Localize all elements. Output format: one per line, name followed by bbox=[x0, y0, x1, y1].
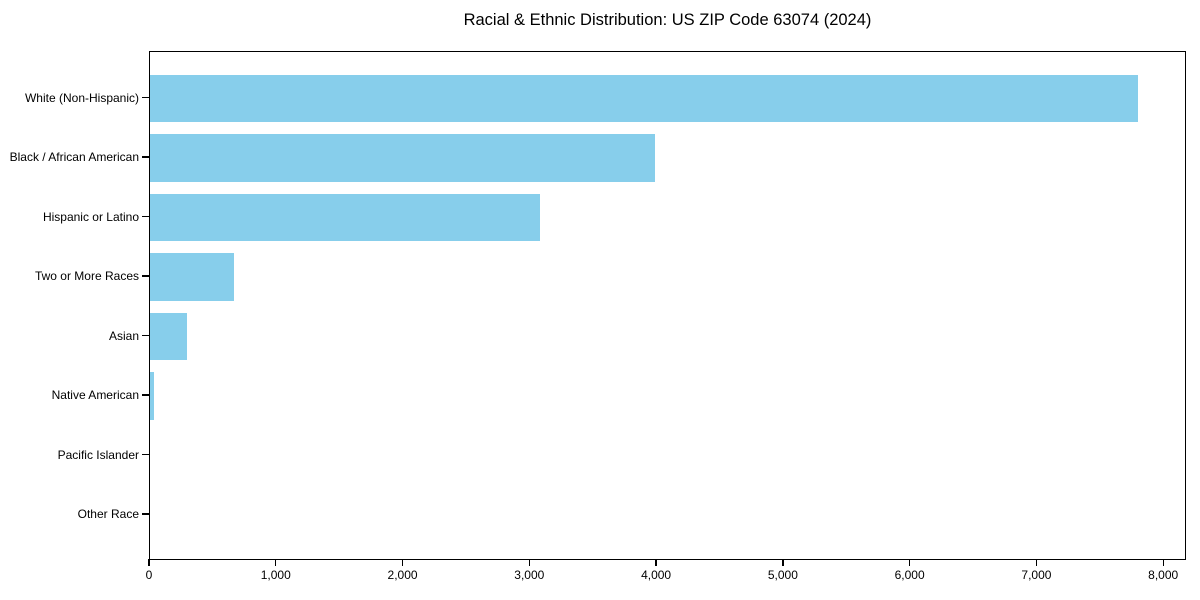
x-axis-tick bbox=[782, 559, 784, 566]
y-axis-label: White (Non-Hispanic) bbox=[24, 90, 139, 105]
y-axis-tick bbox=[142, 215, 149, 218]
bar-segment bbox=[150, 312, 187, 361]
y-axis-label: Pacific Islander bbox=[57, 447, 139, 462]
y-axis-label: Asian bbox=[108, 328, 139, 343]
x-axis-tick bbox=[1162, 559, 1164, 566]
x-axis-tick-label: 5,000 bbox=[767, 568, 798, 582]
y-axis-tick bbox=[142, 513, 149, 515]
y-axis-label: Other Race bbox=[77, 507, 139, 521]
x-axis-tick bbox=[401, 559, 404, 566]
x-axis-tick bbox=[148, 559, 150, 566]
x-axis-tick bbox=[1035, 559, 1038, 566]
chart-title: Racial & Ethnic Distribution: US ZIP Cod… bbox=[463, 11, 872, 29]
bar-segment bbox=[150, 134, 655, 182]
y-axis-tick bbox=[142, 453, 149, 456]
x-axis-tick bbox=[275, 559, 277, 566]
x-axis-tick bbox=[655, 559, 657, 566]
x-axis-tick-label: 1,000 bbox=[260, 568, 291, 582]
x-axis-tick-label: 8,000 bbox=[1148, 568, 1179, 582]
bar-segment bbox=[150, 193, 540, 242]
x-axis-tick-label: 2,000 bbox=[387, 568, 418, 582]
x-axis-tick bbox=[908, 559, 911, 566]
bar-segment bbox=[150, 74, 1138, 123]
y-axis-tick bbox=[142, 96, 149, 99]
x-axis-tick bbox=[528, 559, 530, 566]
x-axis-tick-label: 6,000 bbox=[894, 568, 925, 582]
x-axis-tick-label: 0 bbox=[145, 568, 153, 582]
bar-segment bbox=[150, 372, 154, 420]
x-axis-tick-label: 4,000 bbox=[641, 568, 672, 582]
y-axis-label: Native American bbox=[51, 388, 139, 402]
y-axis-label: Hispanic or Latino bbox=[42, 209, 139, 224]
x-axis-tick-label: 3,000 bbox=[514, 568, 545, 582]
y-axis-tick bbox=[142, 275, 149, 277]
y-axis-label: Black / African American bbox=[9, 150, 139, 164]
y-axis-tick bbox=[142, 394, 149, 396]
y-axis-tick bbox=[142, 156, 149, 158]
y-axis-tick bbox=[142, 334, 149, 337]
plot-area bbox=[149, 51, 1186, 560]
x-axis-tick-label: 7,000 bbox=[1021, 568, 1052, 582]
y-axis-label: Two or More Races bbox=[34, 269, 139, 283]
bar-segment bbox=[150, 253, 235, 301]
